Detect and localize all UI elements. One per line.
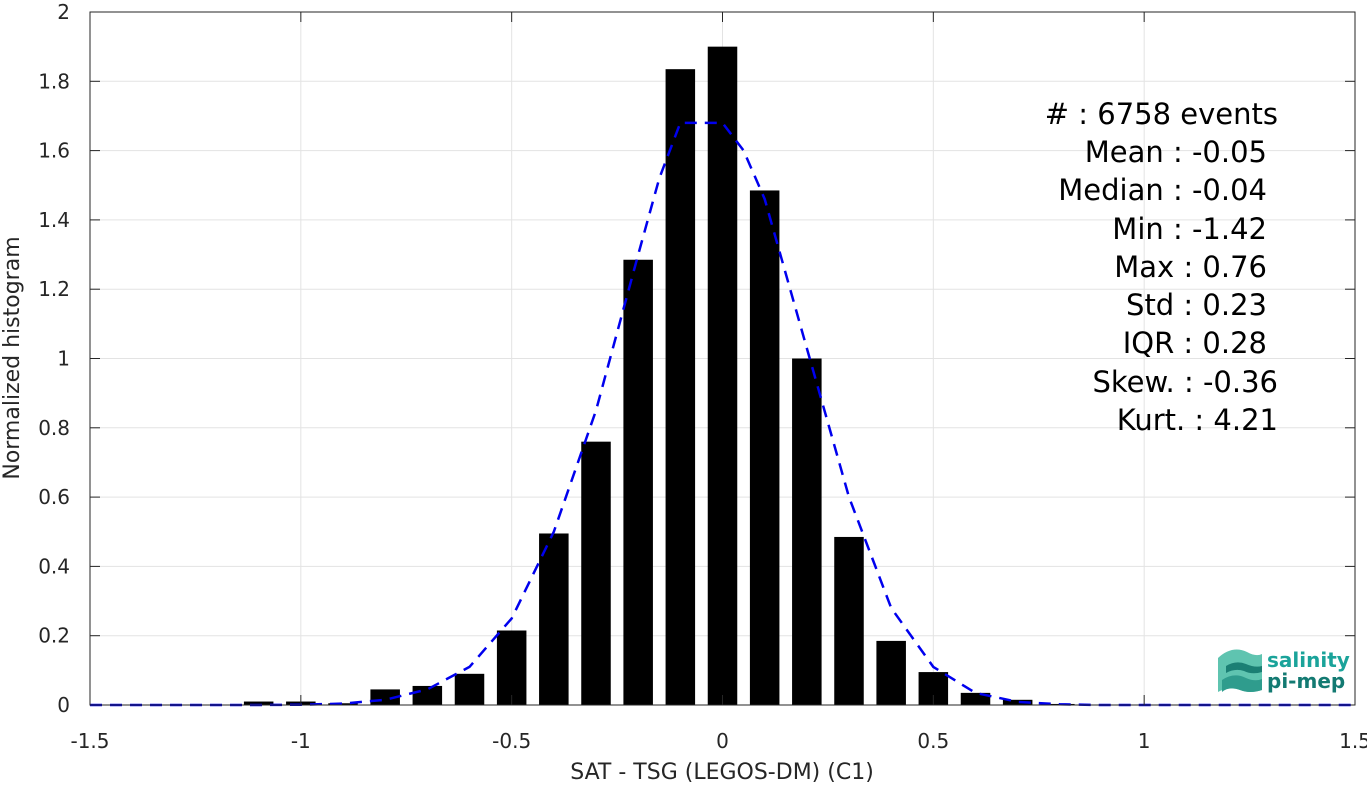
bar-8 — [581, 441, 611, 705]
stat-skew: Skew. : -0.36 — [1092, 365, 1278, 399]
stat-median: Median : -0.04 — [1058, 173, 1267, 207]
bar-17 — [960, 692, 991, 705]
salinity-pimep-logo: salinity pi-mep — [1218, 648, 1350, 693]
stat-mean: Mean : -0.05 — [1085, 135, 1267, 169]
stat-count: # : 6758 events — [1045, 97, 1278, 131]
x-axis-ticks: -1.5 -1 -0.5 0 0.5 1 1.5 — [70, 12, 1367, 753]
stat-kurt: Kurt. : 4.21 — [1117, 403, 1278, 437]
bar-5 — [454, 673, 485, 705]
histogram-bars — [243, 46, 1075, 706]
y-tick-label-10: 2 — [57, 0, 70, 24]
y-tick-label-0: 0 — [57, 693, 70, 717]
y-tick-label-9: 1.8 — [38, 69, 70, 93]
bar-2 — [328, 703, 358, 705]
stat-max: Max : 0.76 — [1114, 250, 1267, 284]
y-tick-label-1: 0.2 — [38, 624, 70, 648]
bar-7 — [539, 533, 569, 705]
bar-15 — [876, 640, 906, 705]
bar-11 — [707, 46, 738, 705]
y-tick-label-6: 1.2 — [38, 277, 70, 301]
bar-4 — [412, 685, 443, 705]
y-tick-label-2: 0.4 — [38, 554, 70, 578]
wave-logo-icon — [1218, 649, 1262, 692]
bar-10 — [665, 69, 696, 706]
y-tick-label-5: 1 — [57, 347, 70, 371]
logo-text-salinity: salinity — [1267, 648, 1350, 672]
x-tick-label-3: 0 — [716, 729, 729, 753]
bar-0 — [243, 701, 274, 705]
stat-std: Std : 0.23 — [1126, 288, 1267, 322]
logo-text-pimep: pi-mep — [1267, 669, 1345, 693]
bar-9 — [623, 259, 653, 705]
x-axis-label: SAT - TSG (LEGOS-DM) (C1) — [570, 760, 874, 785]
x-tick-label-1: -1 — [291, 729, 311, 753]
y-axis-label: Normalized histogram — [0, 236, 25, 479]
stats-box: # : 6758 events Mean : -0.05 Median : -0… — [1045, 97, 1278, 437]
x-tick-label-2: -0.5 — [492, 729, 531, 753]
y-tick-label-3: 0.6 — [38, 485, 70, 509]
gaussian-fit-curve — [90, 121, 1355, 707]
bar-13 — [792, 358, 822, 705]
x-tick-label-6: 1.5 — [1339, 729, 1367, 753]
bar-18 — [1002, 699, 1033, 705]
stat-min: Min : -1.42 — [1112, 212, 1267, 246]
bar-6 — [496, 630, 527, 705]
y-tick-label-7: 1.4 — [38, 208, 70, 232]
x-tick-label-4: 0.5 — [917, 729, 949, 753]
y-tick-label-8: 1.6 — [38, 139, 70, 163]
y-axis-ticks: 0 0.2 0.4 0.6 0.8 1 1.2 1.4 1.6 1.8 2 — [38, 0, 1355, 717]
bar-14 — [834, 536, 864, 705]
x-tick-label-0: -1.5 — [70, 729, 109, 753]
y-tick-label-4: 0.8 — [38, 416, 70, 440]
x-tick-label-5: 1 — [1138, 729, 1151, 753]
stat-iqr: IQR : 0.28 — [1123, 326, 1267, 360]
bar-12 — [749, 190, 780, 705]
